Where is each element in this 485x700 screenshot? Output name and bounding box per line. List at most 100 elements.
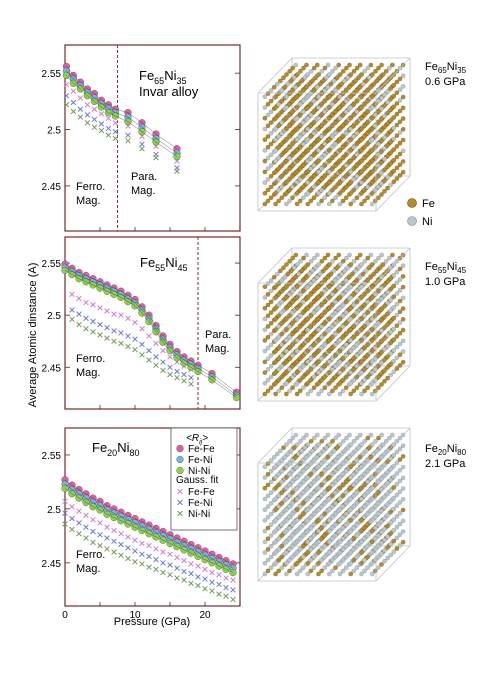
- ni-atom: [344, 109, 349, 115]
- ni-atom: [276, 388, 281, 394]
- fe-atom: [273, 284, 278, 289]
- ni-atom: [330, 356, 335, 361]
- ni-atom: [362, 547, 367, 552]
- ni-atom: [370, 359, 375, 365]
- ni-atom: [311, 131, 317, 136]
- ni-atom: [298, 536, 303, 541]
- fe-atom: [400, 94, 406, 100]
- ni-atom: [379, 285, 384, 291]
- point-fe-ni-fit: [76, 520, 82, 526]
- ni-atom: [348, 561, 353, 566]
- ni-atom: [284, 442, 289, 447]
- ni-atom: [311, 364, 317, 369]
- fe-atom: [305, 370, 310, 375]
- ni-atom: [382, 146, 387, 151]
- fe-atom: [397, 352, 403, 357]
- ni-atom: [348, 496, 353, 502]
- structure-pressure-fe65ni35: 0.6 GPa: [425, 76, 466, 88]
- ni-atom: [333, 501, 338, 506]
- ni-atom: [347, 455, 352, 460]
- fe-atom: [362, 91, 367, 96]
- ni-atom: [362, 281, 367, 286]
- fe-atom: [400, 127, 406, 132]
- fe-atom: [400, 274, 406, 279]
- ni-atom: [354, 131, 360, 136]
- ni-atom: [379, 519, 384, 524]
- fe-atom: [385, 375, 390, 381]
- fe-atom: [268, 310, 274, 315]
- ni-atom: [330, 461, 335, 466]
- ni-atom: [388, 297, 393, 303]
- fe-atom: [273, 115, 278, 121]
- point-ni-ni-fit: [76, 321, 82, 328]
- ni-atom: [340, 177, 346, 182]
- fe-atom: [359, 158, 364, 164]
- ni-atom: [262, 571, 268, 577]
- ni-atom: [333, 131, 338, 136]
- point-fe-fe-fit: [91, 106, 98, 113]
- ni-atom: [391, 506, 396, 512]
- fe-atom: [359, 518, 364, 523]
- legend-header: <Rij>: [186, 433, 208, 446]
- fe-atom: [373, 198, 378, 204]
- fe-atom: [351, 292, 356, 297]
- ni-atom: [308, 493, 314, 498]
- ni-atom: [362, 493, 367, 498]
- fe-atom: [287, 568, 292, 574]
- point-fe-ni-fit: [70, 99, 77, 106]
- fe-atom: [305, 381, 310, 386]
- fe-atom: [344, 120, 349, 125]
- fe-atom: [388, 286, 393, 292]
- ni-atom: [262, 327, 268, 332]
- ni-atom: [348, 475, 353, 480]
- ni-atom: [373, 112, 378, 118]
- fe-atom: [302, 265, 308, 270]
- fe-atom: [379, 350, 384, 355]
- ni-atom: [385, 175, 390, 180]
- fe-atom: [284, 316, 289, 322]
- fe-atom: [388, 139, 393, 145]
- fe-atom: [348, 262, 354, 267]
- ni-atom: [359, 348, 364, 354]
- fe-atom: [371, 271, 376, 277]
- fe-atom: [353, 78, 358, 84]
- fe-atom: [308, 302, 314, 308]
- ni-atom: [304, 252, 309, 258]
- fe-atom: [322, 163, 327, 168]
- ni-atom: [344, 163, 349, 168]
- cube-edge: [375, 365, 411, 402]
- fe-atom: [287, 377, 292, 383]
- ni-atom: [391, 348, 396, 353]
- ni-atom: [294, 486, 300, 491]
- ni-atom: [376, 511, 381, 517]
- fe-atom: [327, 316, 332, 322]
- fe-atom: [308, 439, 314, 444]
- ni-atom: [294, 475, 300, 480]
- fe-atom: [322, 255, 328, 261]
- fe-atom: [298, 356, 303, 361]
- ni-atom: [284, 105, 289, 110]
- point-ni-ni-fit: [160, 367, 166, 374]
- fe-atom: [337, 191, 343, 196]
- fe-atom: [287, 144, 292, 150]
- fe-atom: [362, 356, 367, 361]
- fe-atom: [273, 191, 278, 196]
- ni-atom: [268, 331, 274, 337]
- fe-atom: [304, 62, 309, 68]
- fe-atom: [319, 292, 324, 297]
- fe-atom: [316, 348, 321, 354]
- ni-atom: [354, 479, 360, 485]
- fe-atom: [400, 327, 406, 333]
- fe-atom: [308, 335, 314, 340]
- ni-atom: [344, 435, 349, 441]
- ni-atom: [330, 515, 335, 520]
- fe-atom: [290, 173, 295, 179]
- ni-atom: [273, 496, 278, 502]
- fe-atom: [391, 485, 396, 490]
- fe-atom: [351, 461, 356, 466]
- fe-atom: [273, 295, 278, 300]
- fe-atom: [298, 166, 303, 171]
- ni-atom: [345, 445, 350, 450]
- fe-atom: [279, 163, 284, 168]
- fe-atom: [354, 88, 360, 93]
